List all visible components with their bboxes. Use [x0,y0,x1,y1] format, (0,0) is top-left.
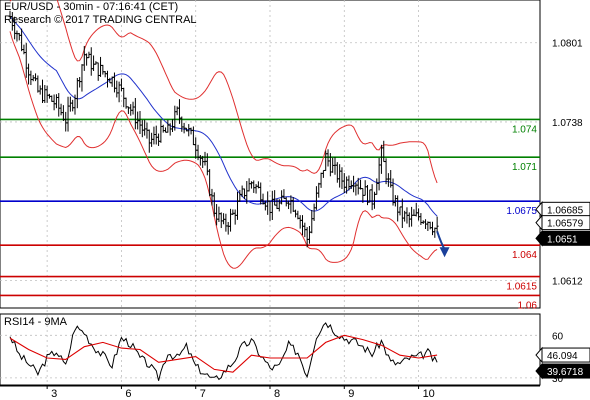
rsi-tag-label: 39.6718 [547,367,584,378]
price-tag-pointer [535,200,543,218]
rsi-tag-pointer [535,362,543,380]
rsi-tick-label: 30 [552,374,564,385]
x-tick-label: 7 [200,388,206,400]
rsi-tag-pointer [535,346,543,364]
level-label-pivot: 1.0675 [506,206,537,217]
price-tag-label: 1.06685 [547,205,584,216]
price-panel-frame [0,0,541,309]
x-tick-label: 9 [348,388,354,400]
level-label-resistance: 1.071 [512,162,537,173]
projection-arrow-shaft [436,230,446,250]
level-label-resistance: 1.074 [512,124,537,135]
copyright-label: Research © 2017 TRADING CENTRAL [4,14,197,26]
level-label-support: 1.064 [512,250,537,261]
level-label-support: 1.0615 [506,282,537,293]
x-tick-label: 8 [274,388,280,400]
bollinger-upper-band [9,0,438,184]
price-tag-pointer [535,214,543,231]
rsi-ma-line [9,334,438,373]
price-tag-label: 1.0651 [547,234,578,245]
bollinger-lower-band [9,31,438,269]
y-tick-label: 1.0801 [552,39,583,50]
x-tick-label: 6 [125,388,131,400]
rsi-line [9,322,438,381]
y-tick-label: 1.0612 [552,276,583,287]
rsi-tick-label: 60 [552,331,564,342]
y-tick-label: 1.0738 [552,118,583,129]
price-tag-label: 1.06579 [547,219,584,230]
x-tick-label: 10 [423,388,435,400]
rsi-title: RSI14 - 9MA [4,316,68,328]
price-tag-pointer [535,229,543,247]
x-tick-label: 3 [51,388,57,400]
rsi-tag-label: 46.094 [547,351,578,362]
level-label-support: 1.06 [518,300,538,311]
moving-average-line [9,15,438,217]
projection-arrow-head [439,247,450,258]
instrument-title: EUR/USD - 30min - 07:16:41 (CET) [4,1,179,13]
